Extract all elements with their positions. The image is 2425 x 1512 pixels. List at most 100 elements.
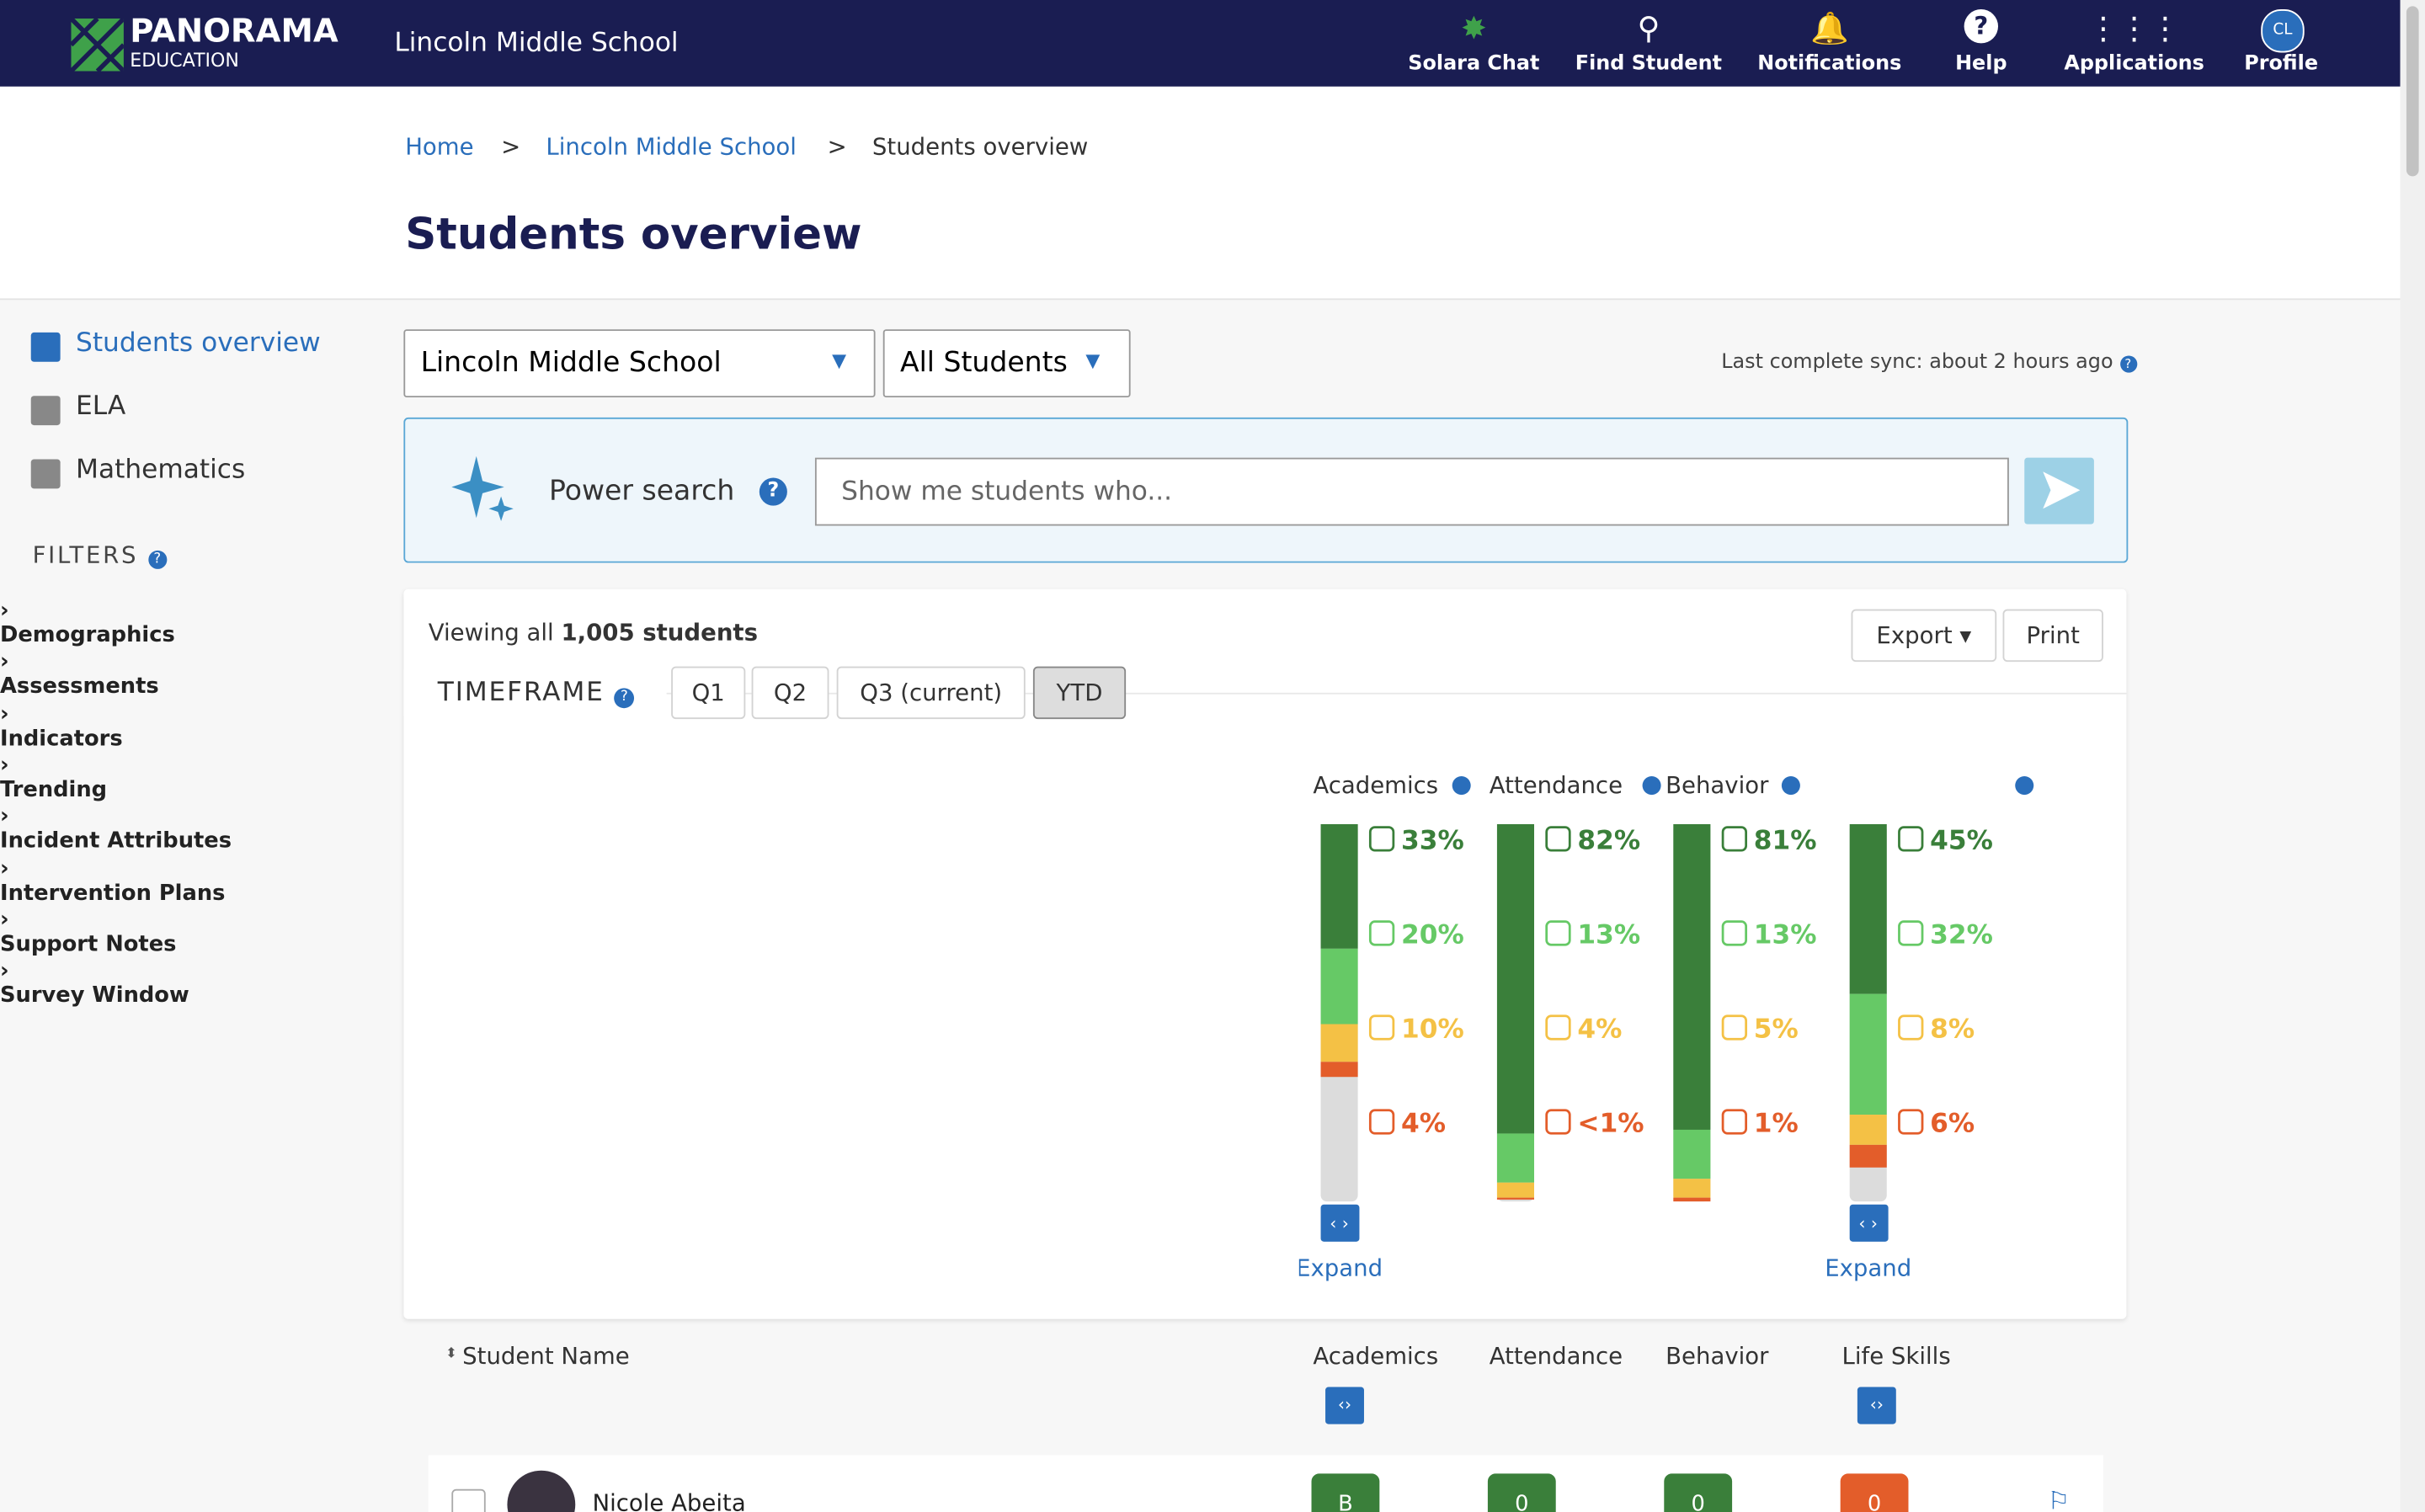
sync-info: Last complete sync: about 2 hours ago ? [1721, 351, 2137, 374]
search-input[interactable]: Show me students who... [814, 457, 2009, 526]
timeframe-label: TIMEFRAME ? [437, 677, 635, 709]
segment-label: 13% [1577, 919, 1640, 950]
breadcrumb-link[interactable]: Home [405, 132, 474, 162]
viewing-count: 1,005 students [561, 618, 759, 647]
flag-icon[interactable]: ⚐ [2047, 1486, 2071, 1512]
info-icon [1452, 776, 1471, 796]
filter-item[interactable]: › Demographics [0, 598, 355, 648]
sidebar-link[interactable]: ELA [75, 391, 126, 423]
help-icon: ? [1964, 9, 1999, 44]
bar-segment [1673, 823, 1711, 1130]
school-select[interactable]: Lincoln Middle School ▼ [403, 329, 876, 398]
bar-segment [1849, 1115, 1887, 1145]
viewing-text: Viewing all 1,005 students [429, 619, 758, 647]
filter-label: Trending [0, 777, 108, 803]
segment-checkbox [1898, 826, 1924, 852]
filter-item[interactable]: › Intervention Plans [0, 855, 355, 906]
segment-label: 1% [1754, 1108, 1799, 1138]
nav-icon[interactable]: ⚲ [1637, 9, 1660, 47]
school-name[interactable]: Lincoln Middle School [394, 28, 679, 59]
segment-label: 5% [1754, 1014, 1799, 1044]
nav-icon[interactable]: ✸ [1460, 9, 1487, 47]
sidebar-link[interactable]: Students overview [75, 327, 321, 359]
segment-label: 32% [1930, 919, 1993, 950]
student-name[interactable]: Nicole Abeita [592, 1488, 746, 1512]
timeframe-text: TIMEFRAME [437, 677, 605, 709]
filter-toggle: › [0, 649, 9, 675]
scrollbar[interactable] [2400, 0, 2425, 1512]
breadcrumb-sep: > [501, 132, 521, 162]
power-search: Power search ? Show me students who... [403, 417, 2129, 563]
select-text: All Students [899, 346, 1068, 379]
segment-checkbox [1721, 920, 1748, 946]
filter-toggle: › [0, 907, 9, 933]
expand-icon: ‹ › [1858, 1213, 1878, 1233]
logo-mark [71, 19, 124, 72]
top-bar: PANORAMA EDUCATION Lincoln Middle School… [0, 0, 2401, 87]
filter-toggle: › [0, 855, 9, 881]
expand-icon: ‹ › [1330, 1213, 1349, 1233]
filter-item[interactable]: › Survey Window [0, 958, 355, 1009]
expand-icon[interactable]: ‹› [1325, 1387, 1364, 1424]
info-icon [1642, 776, 1661, 796]
segment-label: 4% [1401, 1108, 1446, 1138]
segment-checkbox [1721, 826, 1748, 852]
column-header: Academics [1313, 1342, 1439, 1371]
bar-segment [1496, 1133, 1535, 1183]
sidebar-link[interactable]: Mathematics [75, 454, 246, 486]
filter-toggle: › [0, 598, 9, 624]
sidebar-icon [30, 332, 61, 362]
column-header: Attendance [1489, 1342, 1623, 1371]
timeframe-option[interactable]: Q2 [751, 666, 829, 720]
filter-label: Incident Attributes [0, 828, 232, 854]
breadcrumb-sep: > [827, 132, 847, 162]
nav-label[interactable]: Applications [2064, 52, 2204, 76]
row-checkbox[interactable] [451, 1488, 486, 1512]
info-icon [1781, 776, 1800, 796]
timeframe-option[interactable]: Q3 (current) [836, 666, 1026, 720]
nav-label[interactable]: Notifications [1757, 52, 1902, 76]
expand-icon[interactable]: ‹› [1857, 1387, 1896, 1424]
search-submit[interactable] [2024, 457, 2094, 524]
print-button[interactable]: Print [2002, 609, 2103, 663]
group-select[interactable]: All Students ▼ [882, 329, 1131, 398]
segment-checkbox [1368, 920, 1395, 946]
nav-icon[interactable]: 🔔 [1809, 9, 1849, 47]
timeframe-option[interactable]: YTD [1032, 666, 1127, 720]
export-button[interactable]: Export ▾ [1851, 609, 1997, 663]
nav-icon[interactable]: ⋮⋮⋮ [2087, 9, 2181, 47]
breadcrumb-link[interactable]: Lincoln Middle School [546, 132, 797, 162]
bar-segment [1849, 823, 1887, 994]
filter-item[interactable]: › Assessments [0, 649, 355, 700]
bar-segment [1496, 823, 1535, 1134]
logo-sub: EDUCATION [130, 49, 239, 72]
nav-label[interactable]: Find Student [1575, 52, 1723, 76]
sort-icon: ⬍ [445, 1346, 457, 1363]
filter-item[interactable]: › Support Notes [0, 907, 355, 957]
segment-label: 4% [1577, 1014, 1622, 1044]
filters-label: FILTERS [32, 540, 139, 569]
filter-toggle: › [0, 958, 9, 984]
viewing-prefix: Viewing all [428, 618, 554, 647]
timeframe-option[interactable]: Q1 [671, 666, 746, 720]
score-badge: B [1311, 1473, 1380, 1512]
segment-label: 20% [1401, 919, 1464, 950]
category-name: Academics [1313, 772, 1438, 799]
segment-checkbox [1721, 1109, 1748, 1135]
filter-item[interactable]: › Incident Attributes [0, 804, 355, 854]
bar-segment [1673, 1129, 1711, 1179]
filter-toggle: › [0, 701, 9, 727]
nav-label[interactable]: Solara Chat [1408, 52, 1540, 76]
filter-item[interactable]: › Indicators [0, 701, 355, 751]
nav-label[interactable]: Help [1955, 52, 2007, 76]
segment-checkbox [1898, 920, 1924, 946]
score-badge: 0 [1487, 1473, 1556, 1512]
column-header[interactable]: Student Name [462, 1342, 630, 1371]
filter-item[interactable]: › Trending [0, 753, 355, 803]
segment-checkbox [1545, 920, 1571, 946]
bar-segment [1320, 1024, 1358, 1062]
nav-label[interactable]: Profile [2244, 52, 2319, 76]
score-badge: 0 [1664, 1473, 1733, 1512]
